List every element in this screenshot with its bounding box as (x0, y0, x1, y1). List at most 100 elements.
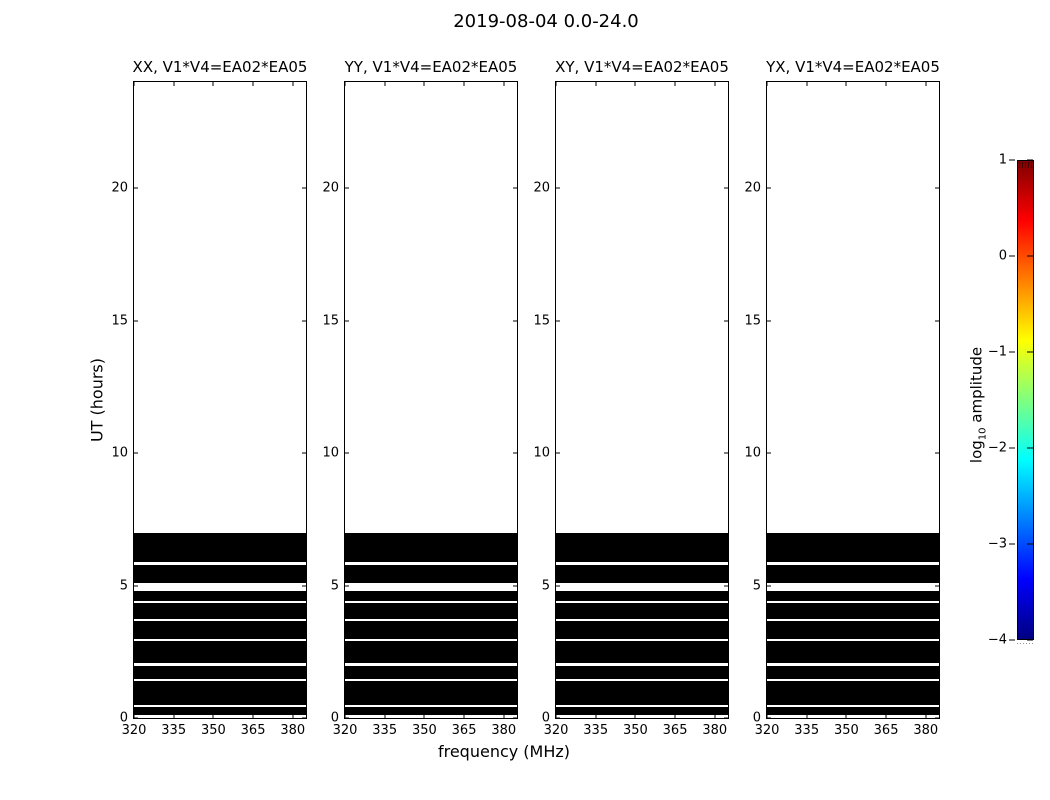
colorbar-bottom-dots (1017, 643, 1034, 644)
scan-row (345, 590, 517, 601)
x-tick-mark (806, 714, 808, 718)
x-tick-mark (423, 714, 425, 718)
y-tick-mark (724, 585, 728, 586)
panel-yy-title: YY, V1*V4=EA02*EA05 (344, 58, 518, 76)
scan-row (345, 621, 517, 639)
y-axis-label: UT (hours) (87, 357, 107, 443)
y-tick-mark (767, 452, 771, 454)
y-tick-mark (345, 452, 349, 454)
x-tick-label: 380 (491, 723, 517, 738)
y-tick-mark (302, 187, 306, 189)
colorbar-tick-mark (1009, 639, 1015, 641)
y-tick-label: 15 (744, 313, 761, 328)
y-tick-mark (134, 187, 138, 189)
x-tick-mark (344, 82, 346, 86)
y-tick-mark (556, 320, 560, 321)
scan-row (345, 707, 517, 716)
y-tick-mark (767, 187, 771, 189)
x-tick-mark (173, 82, 175, 86)
colorbar-tick-mark (1009, 447, 1015, 449)
colorbar-tick-mark (1027, 159, 1033, 161)
scan-row (556, 681, 728, 705)
x-tick-mark (384, 714, 386, 718)
y-tick-mark (513, 187, 517, 189)
colorbar-tick-mark (1009, 159, 1015, 161)
y-tick-mark (556, 717, 560, 719)
y-tick-label: 15 (533, 313, 550, 328)
y-tick-label: 10 (111, 445, 128, 461)
scan-row (767, 621, 939, 639)
scan-row (345, 565, 517, 584)
scan-row (767, 666, 939, 679)
y-tick-mark (513, 320, 517, 321)
x-tick-mark (714, 714, 716, 718)
x-tick-mark (133, 82, 135, 86)
x-tick-label: 320 (121, 723, 147, 738)
scan-row (345, 532, 517, 563)
colorbar-tick-mark (1027, 255, 1033, 257)
y-tick-mark (935, 320, 939, 321)
x-tick-mark (344, 714, 346, 718)
y-tick-mark (345, 187, 349, 189)
x-tick-mark (634, 82, 636, 86)
x-tick-label: 380 (913, 723, 939, 738)
x-tick-mark (595, 714, 597, 718)
y-tick-label: 0 (752, 710, 761, 726)
y-tick-label: 5 (119, 578, 128, 593)
x-tick-mark (885, 82, 887, 86)
x-tick-mark (463, 714, 465, 718)
x-tick-mark (292, 82, 294, 86)
y-tick-mark (935, 452, 939, 454)
x-tick-label: 320 (332, 723, 358, 738)
scan-row (556, 565, 728, 584)
y-tick-mark (513, 717, 517, 719)
x-tick-mark (292, 714, 294, 718)
y-tick-label: 5 (330, 578, 339, 593)
colorbar-tick-mark (1027, 639, 1033, 641)
x-tick-mark (463, 82, 465, 86)
x-tick-mark (845, 714, 847, 718)
x-tick-mark (845, 82, 847, 86)
x-tick-mark (806, 82, 808, 86)
x-tick-mark (634, 714, 636, 718)
scan-row (134, 641, 306, 664)
scan-row (767, 707, 939, 716)
colorbar-tick-mark (1009, 255, 1015, 257)
x-tick-mark (766, 714, 768, 718)
colorbar-label-pre: log (967, 440, 986, 464)
colorbar-tick-label: −2 (987, 440, 1007, 456)
x-tick-label: 335 (794, 723, 820, 738)
scan-row (134, 681, 306, 705)
y-tick-mark (767, 717, 771, 719)
panel-yy-plot-area: 320 335 350 365 380 0 5 10 15 20 (322, 81, 518, 738)
colorbar-tick-label: 0 (998, 248, 1007, 264)
y-tick-mark (302, 585, 306, 586)
y-tick-mark (724, 320, 728, 321)
y-tick-label: 10 (533, 445, 550, 461)
scan-row (556, 590, 728, 601)
y-tick-mark (513, 452, 517, 454)
scan-row (556, 641, 728, 664)
x-tick-label: 365 (240, 723, 266, 738)
scan-row (767, 590, 939, 601)
x-tick-mark (555, 714, 557, 718)
colorbar-label: log10 amplitude (968, 347, 989, 463)
x-tick-mark (503, 82, 505, 86)
y-tick-mark (935, 187, 939, 189)
y-tick-label: 5 (752, 578, 761, 593)
x-tick-mark (423, 82, 425, 86)
scan-row (767, 641, 939, 664)
y-tick-label: 15 (322, 313, 339, 328)
y-tick-mark (302, 452, 306, 454)
colorbar-tick-mark (1027, 543, 1033, 545)
y-tick-mark (345, 717, 349, 719)
x-tick-mark (384, 82, 386, 86)
colorbar-tick-mark (1027, 447, 1033, 449)
panel-xy: XY, V1*V4=EA02*EA05 320 335 350 365 380 0 5 10 1… (533, 58, 729, 738)
y-tick-label: 5 (541, 578, 550, 593)
x-tick-mark (885, 714, 887, 718)
colorbar-gradient (1017, 160, 1034, 640)
y-tick-label: 20 (744, 180, 761, 196)
colorbar-label-sub: 10 (977, 427, 989, 441)
x-tick-mark (674, 82, 676, 86)
